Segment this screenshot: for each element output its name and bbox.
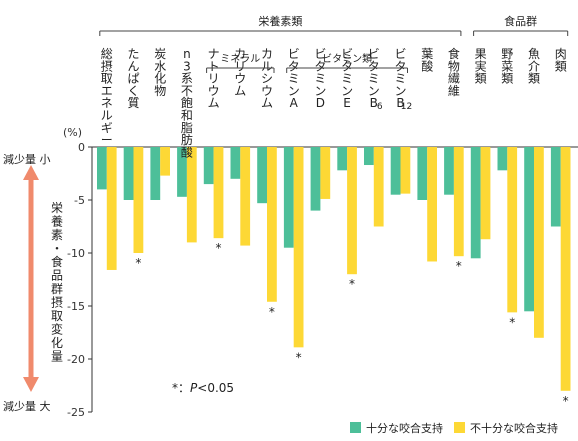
bar-十分な咬合支持-ビタミンD	[310, 147, 321, 211]
bar-不十分な咬合支持-ビタミンB6	[373, 147, 384, 227]
y-tick-label: -15	[67, 300, 85, 313]
y-tick-label: -25	[67, 406, 85, 419]
significance-marker: *	[349, 277, 355, 291]
bar-不十分な咬合支持-カルシウム	[267, 147, 277, 302]
y-axis: 0 -5 -10 -15 -20 -25 (%)	[63, 126, 578, 419]
bar-不十分な咬合支持-ナトリウム	[213, 147, 224, 239]
category-label: 食物繊維	[448, 46, 460, 98]
bar-十分な咬合支持-カルシウム	[257, 147, 267, 204]
footnote: *：P<0.05	[172, 381, 234, 395]
y-direction-arrow-head-down	[23, 377, 39, 392]
significance-marker: *	[563, 394, 569, 408]
bar-不十分な咬合支持-炭水化物	[160, 147, 170, 176]
legend-swatch	[454, 422, 465, 433]
category-label: ビタミン A	[288, 47, 300, 110]
bar-十分な咬合支持-総摂取エネルギー	[97, 147, 107, 190]
bar-不十分な咬合支持-野菜類	[507, 147, 518, 313]
y-top-label: 減少量 小	[3, 152, 51, 166]
y-tick-label: -5	[74, 194, 85, 207]
category-label: 総摂取エネルギー	[101, 47, 113, 147]
bar-不十分な咬合支持-魚介類	[534, 147, 544, 338]
minerals-bracket-label: ミネラル	[220, 53, 260, 65]
significance-marker: *	[456, 259, 462, 273]
category-label: 炭水化物	[154, 47, 166, 98]
y-bottom-label: 減少量 大	[3, 399, 51, 413]
bar-不十分な咬合支持-ビタミンB12	[400, 147, 411, 194]
bar-十分な咬合支持-葉酸	[417, 147, 428, 200]
category-label: カルシウム	[261, 47, 273, 110]
bar-不十分な咬合支持-肉類	[560, 147, 571, 391]
category-label: ビタミン B6	[368, 47, 383, 112]
bar-不十分な咬合支持-たんぱく質	[133, 147, 144, 253]
vitamins-bracket-label: ビタミン類	[322, 53, 372, 65]
bar-不十分な咬合支持-葉酸	[427, 147, 437, 262]
category-label: 葉酸	[421, 47, 433, 73]
bar-十分な咬合支持-ビタミンE	[337, 147, 348, 171]
legend-label: 不十分な咬合支持	[470, 421, 558, 435]
bar-十分な咬合支持-食物繊維	[444, 147, 454, 195]
y-unit-label: (%)	[63, 126, 82, 139]
bar-不十分な咬合支持-ビタミンE	[347, 147, 357, 275]
y-tick-label: -10	[67, 247, 85, 260]
category-label: 野菜類	[501, 47, 513, 86]
category-label: ビタミン E	[341, 47, 353, 110]
category-label: 魚介類	[528, 47, 540, 86]
bar-十分な咬合支持-果実類	[470, 147, 481, 259]
bar-不十分な咬合支持-ビタミンA	[293, 147, 304, 348]
significance-marker: *	[296, 350, 302, 364]
bar-不十分な咬合支持-カリウム	[240, 147, 251, 246]
significance-marker: *	[269, 305, 275, 319]
category-label: 果実類	[475, 47, 487, 86]
legend: 十分な咬合支持 不十分な咬合支持	[350, 421, 558, 435]
y-tick-label: 0	[78, 141, 85, 154]
food-groups-bracket-label: 食品群	[504, 14, 537, 28]
y-axis-title: 栄養素・食品群摂取変化量	[51, 201, 63, 364]
bar-十分な咬合支持-肉類	[550, 147, 561, 227]
category-label: たんぱく質	[127, 47, 139, 110]
category-label: n 3 系不飽和脂肪酸	[181, 47, 193, 159]
significance-marker: *	[509, 315, 515, 329]
bar-不十分な咬合支持-食物繊維	[453, 147, 464, 257]
bar-不十分な咬合支持-果実類	[480, 147, 491, 240]
significance-marker: *	[216, 241, 222, 255]
bar-十分な咬合支持-ビタミンB6	[364, 147, 374, 166]
bar-十分な咬合支持-n3系不飽和脂肪酸	[177, 147, 187, 197]
legend-label: 十分な咬合支持	[366, 421, 443, 435]
category-label: 肉類	[555, 47, 567, 73]
nutrients-bracket-label: 栄養素類	[258, 14, 302, 28]
bar-十分な咬合支持-カリウム	[230, 147, 241, 179]
bar-十分な咬合支持-魚介類	[524, 147, 534, 312]
bar-不十分な咬合支持-n3系不飽和脂肪酸	[186, 147, 197, 243]
category-labels: 総摂取エネルギー たんぱく質 炭水化物 n 3 系不飽和脂肪酸 ナトリウム カリウム カルシウム…	[101, 46, 567, 159]
significance-marker: *	[135, 256, 141, 270]
bar-十分な咬合支持-炭水化物	[150, 147, 161, 200]
bars	[97, 147, 571, 391]
category-label: ビタミン B12	[394, 47, 412, 112]
category-label: ナトリウム	[208, 47, 220, 110]
legend-swatch	[350, 422, 361, 433]
bar-十分な咬合支持-たんぱく質	[123, 147, 134, 200]
y-tick-label: -20	[67, 353, 85, 366]
bar-十分な咬合支持-ナトリウム	[203, 147, 214, 185]
y-direction-arrow-head-up	[23, 165, 39, 180]
bar-十分な咬合支持-ビタミンA	[283, 147, 294, 248]
category-label: ビタミン D	[314, 47, 326, 110]
category-label: カリウム	[234, 47, 246, 98]
bar-不十分な咬合支持-ビタミンD	[320, 147, 331, 199]
bar-十分な咬合支持-ビタミンB12	[390, 147, 401, 195]
bar-不十分な咬合支持-総摂取エネルギー	[106, 147, 117, 270]
bar-十分な咬合支持-野菜類	[497, 147, 508, 171]
